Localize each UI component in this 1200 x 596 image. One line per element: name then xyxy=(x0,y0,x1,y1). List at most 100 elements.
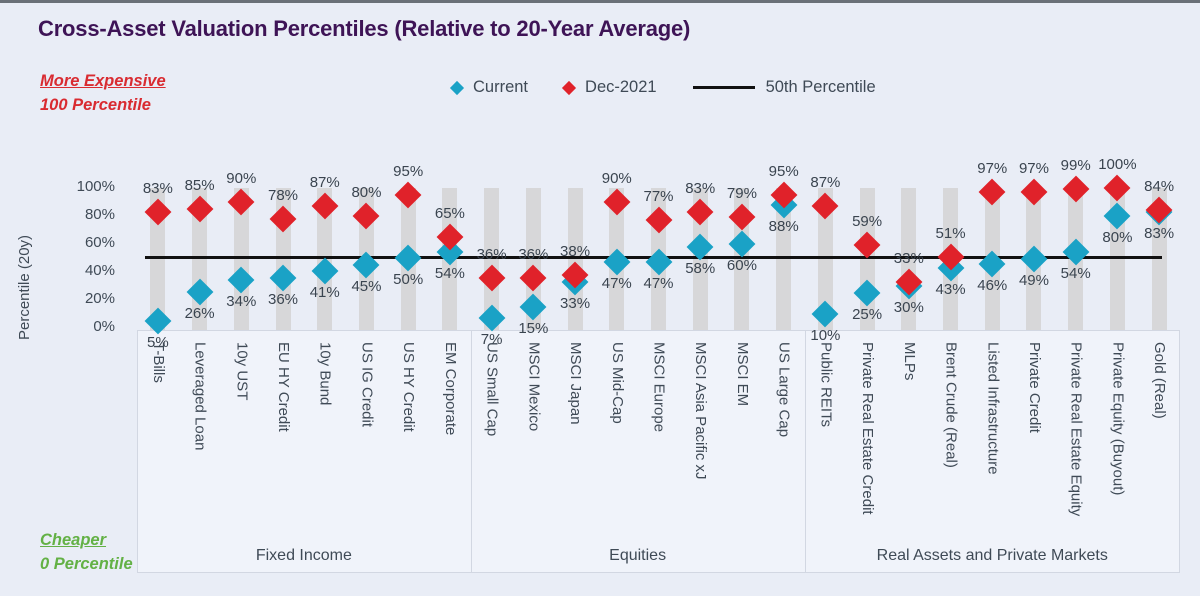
dec2021-marker xyxy=(1062,175,1090,203)
y-axis-tick: 60% xyxy=(84,234,115,251)
window-top-edge xyxy=(0,0,1200,3)
dec2021-marker xyxy=(645,206,672,234)
category-label: US Large Cap xyxy=(775,342,793,438)
category-label: Private Credit xyxy=(1025,342,1043,433)
current-value-label: 43% xyxy=(935,280,966,298)
dec2021-value-label: 38% xyxy=(560,242,591,260)
category-label: MSCI Europe xyxy=(650,342,668,433)
group-divider xyxy=(470,330,472,573)
cheaper-label: Cheaper xyxy=(40,531,107,549)
dec2021-marker xyxy=(686,198,714,226)
category-bar xyxy=(567,188,583,331)
current-value-label: 58% xyxy=(685,259,716,277)
category-label: Private Equity (Buyout) xyxy=(1109,342,1127,496)
dec2021-value-label: 99% xyxy=(1060,157,1091,175)
dec2021-value-label: 33% xyxy=(893,249,924,267)
dec2021-value-label: 85% xyxy=(184,177,215,194)
current-value-label: 49% xyxy=(1018,272,1049,290)
category-label: US HY Credit xyxy=(400,342,418,432)
legend-item-dec2021: Dec-2021 xyxy=(561,78,657,97)
category-labels-box xyxy=(137,330,1180,573)
dec2021-value-label: 100% xyxy=(1098,156,1137,173)
legend-label-current: Current xyxy=(473,78,529,96)
dec2021-value-label: 95% xyxy=(768,163,799,180)
dec2021-value-label: 90% xyxy=(226,170,257,187)
dec2021-value-label: 84% xyxy=(1144,178,1175,196)
category-label: MSCI Asia Pacific xJ xyxy=(692,342,710,480)
dec2021-value-label: 87% xyxy=(309,174,340,192)
current-value-label: 41% xyxy=(309,283,340,301)
current-value-label: 54% xyxy=(434,265,465,283)
category-label: Private Real Estate Credit xyxy=(859,342,877,515)
dec2021-marker xyxy=(1020,178,1048,206)
dec2021-value-label: 87% xyxy=(810,174,841,192)
page-title: Cross-Asset Valuation Percentiles (Relat… xyxy=(38,16,691,41)
more-expensive-label: More Expensive xyxy=(40,72,166,90)
category-label: Public REITs xyxy=(817,342,835,428)
current-value-label: 36% xyxy=(268,290,299,308)
category-label: 10y Bund xyxy=(316,342,334,406)
dec2021-value-label: 36% xyxy=(476,245,507,263)
category-label: EU HY Credit xyxy=(275,342,293,432)
zero-percentile-label: 0 Percentile xyxy=(40,554,133,573)
legend-item-current: Current xyxy=(449,78,529,97)
dec2021-marker xyxy=(144,198,172,226)
category-label: MSCI EM xyxy=(733,342,751,407)
current-value-label: 47% xyxy=(601,275,632,293)
category-bar xyxy=(776,188,792,331)
current-value-label: 33% xyxy=(560,294,591,312)
category-label: 10y UST xyxy=(233,342,251,401)
category-label: Listed Infrastructure xyxy=(984,342,1002,475)
current-value-label: 15% xyxy=(518,320,549,337)
dec2021-value-label: 80% xyxy=(351,184,382,201)
dec2021-marker xyxy=(186,195,214,223)
current-value-label: 46% xyxy=(977,276,1008,294)
category-label: Gold (Real) xyxy=(1151,342,1169,419)
dec2021-marker xyxy=(478,264,506,292)
dec2021-value-label: 51% xyxy=(935,224,966,242)
legend-item-50th-percentile: 50th Percentile xyxy=(692,78,876,97)
category-bar xyxy=(817,188,833,331)
current-value-label: 80% xyxy=(1102,229,1133,246)
dec2021-value-label: 90% xyxy=(601,170,632,187)
current-value-label: 88% xyxy=(768,217,799,235)
hundred-percentile-label: 100 Percentile xyxy=(40,95,151,114)
y-axis-tick: 0% xyxy=(93,318,115,335)
fiftieth-percentile-line-icon xyxy=(692,86,755,89)
category-label: US Mid-Cap xyxy=(608,342,626,424)
category-bar xyxy=(150,188,166,331)
current-value-label: 5% xyxy=(147,334,169,351)
category-label: US Small Cap xyxy=(483,342,501,437)
current-value-label: 30% xyxy=(893,299,924,316)
current-value-label: 45% xyxy=(351,278,382,295)
dec2021-marker xyxy=(353,202,380,230)
more-expensive-annotation: More Expensive 100 Percentile xyxy=(40,70,166,118)
y-axis-tick: 80% xyxy=(84,206,115,223)
category-label: EM Corporate xyxy=(441,342,459,436)
dec2021-value-label: 65% xyxy=(434,205,465,222)
current-value-label: 26% xyxy=(184,304,215,322)
dec2021-value-label: 83% xyxy=(142,179,173,197)
dec2021-value-label: 79% xyxy=(726,185,757,203)
legend-label-dec2021: Dec-2021 xyxy=(585,78,657,96)
category-bar xyxy=(233,188,249,331)
y-axis-tick: 100% xyxy=(76,178,115,195)
group-divider xyxy=(804,330,806,573)
current-value-label: 7% xyxy=(480,331,503,349)
category-label: T-Bills xyxy=(149,342,167,383)
dec2021-value-label: 59% xyxy=(852,213,883,231)
dec2021-marker xyxy=(269,205,297,233)
dec2021-value-label: 83% xyxy=(685,179,716,197)
dec2021-marker xyxy=(1145,196,1173,224)
group-label: Real Assets and Private Markets xyxy=(876,547,1108,564)
category-label: US IG Credit xyxy=(358,342,376,428)
category-label: Private Real Estate Equity xyxy=(1067,342,1085,517)
dec2021-value-label: 97% xyxy=(977,160,1008,178)
y-axis-tick: 20% xyxy=(84,290,115,307)
dec2021-value-label: 36% xyxy=(518,245,549,263)
category-label: Brent Crude (Real) xyxy=(942,342,960,468)
current-value-label: 25% xyxy=(852,306,883,323)
current-value-label: 34% xyxy=(226,293,257,311)
legend: Current Dec-2021 50th Percentile xyxy=(449,78,876,97)
